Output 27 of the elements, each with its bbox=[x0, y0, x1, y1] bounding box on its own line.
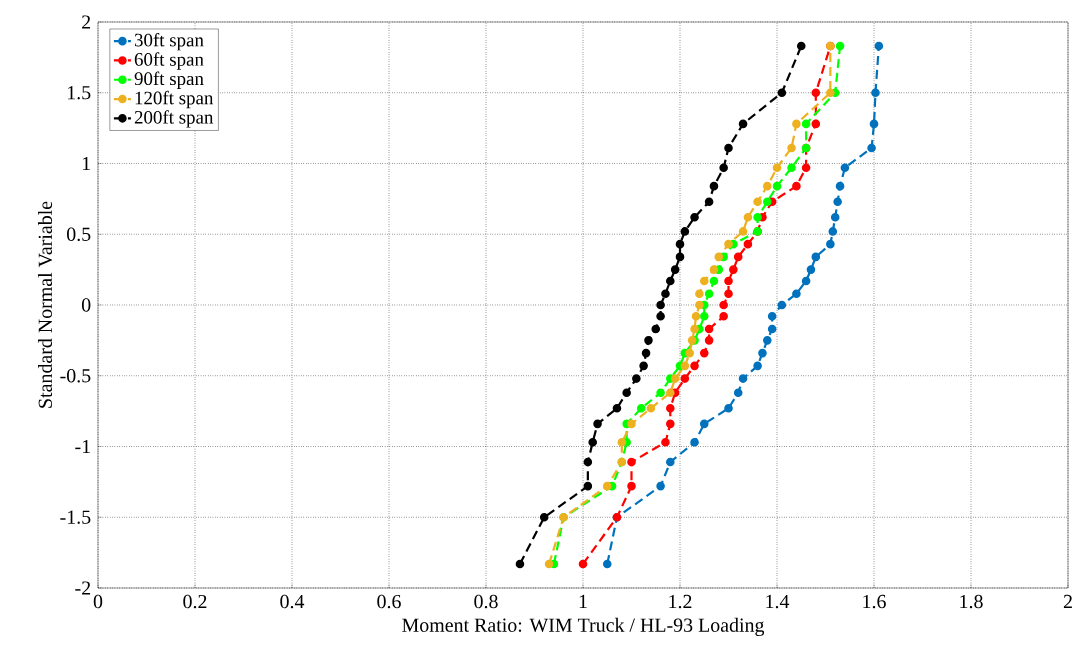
y-tick-label: -2 bbox=[75, 581, 91, 595]
legend-label: 120ft span bbox=[135, 90, 214, 109]
y-tick-label: -1.5 bbox=[60, 510, 91, 524]
y-tick-label: -0.5 bbox=[60, 368, 91, 383]
x-tick-label: 1.4 bbox=[766, 594, 790, 609]
x-tick-label: 2 bbox=[1063, 594, 1072, 609]
y-axis-title: Standard Normal Variable bbox=[38, 201, 53, 408]
x-tick-label: 1.6 bbox=[863, 594, 886, 609]
x-axis-title: Moment Ratio: WIM Truck / HL-93 Loading bbox=[402, 617, 765, 636]
y-tick-label: 1 bbox=[82, 156, 90, 171]
x-tick-label: 1.8 bbox=[960, 594, 983, 609]
y-tick-label: 0.5 bbox=[67, 227, 91, 242]
x-tick-label: 0.4 bbox=[280, 594, 305, 609]
y-tick-label: -1 bbox=[75, 439, 90, 454]
y-tick-label: 1.5 bbox=[68, 86, 91, 100]
x-tick-label: 1.2 bbox=[669, 594, 692, 609]
x-tick-label: 1 bbox=[579, 594, 587, 608]
legend-label: 30ft span bbox=[134, 32, 204, 51]
legend-label: 200ft span bbox=[134, 110, 214, 128]
legend-label: 60ft span bbox=[134, 52, 204, 70]
x-tick-label: 0.2 bbox=[183, 594, 207, 609]
y-tick-label: 2 bbox=[82, 15, 91, 29]
legend-label: 90ft span bbox=[134, 71, 204, 89]
x-tick-label: 0 bbox=[93, 594, 103, 609]
x-tick-label: 0.8 bbox=[474, 594, 498, 609]
x-tick-label: 0.6 bbox=[377, 594, 401, 609]
y-tick-label: 0 bbox=[81, 298, 91, 312]
